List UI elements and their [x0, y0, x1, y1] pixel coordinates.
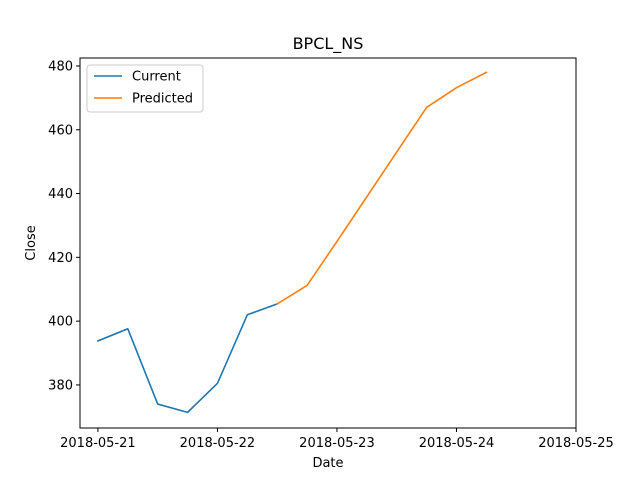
y-tick-label: 380 [48, 378, 73, 393]
x-tick-label: 2018-05-21 [60, 436, 136, 451]
x-axis-label: Date [312, 456, 343, 471]
plot-frame [79, 57, 577, 429]
x-tick-label: 2018-05-22 [180, 436, 256, 451]
y-tick-label: 400 [48, 315, 73, 330]
x-tick-label: 2018-05-24 [419, 436, 495, 451]
x-tick-label: 2018-05-23 [299, 436, 375, 451]
series-line-predicted [276, 71, 488, 306]
legend-label-predicted: Predicted [132, 92, 193, 107]
series-line-current [96, 302, 279, 414]
x-axis: 2018-05-21 2018-05-22 2018-05-23 2018-05-24… [60, 428, 614, 451]
x-tick-label: 2018-05-25 [538, 436, 614, 451]
chart-title: BPCL_NS [293, 34, 364, 54]
y-tick-label: 420 [48, 251, 73, 266]
y-axis: 380 400 420 440 460 480 [48, 59, 80, 393]
y-tick-label: 440 [48, 187, 73, 202]
plot-area [96, 71, 488, 414]
y-tick-label: 460 [48, 123, 73, 138]
y-axis-label: Close [24, 225, 39, 260]
legend-label-current: Current [132, 70, 181, 85]
y-tick-label: 480 [48, 59, 73, 74]
legend: Current Predicted [86, 64, 204, 113]
